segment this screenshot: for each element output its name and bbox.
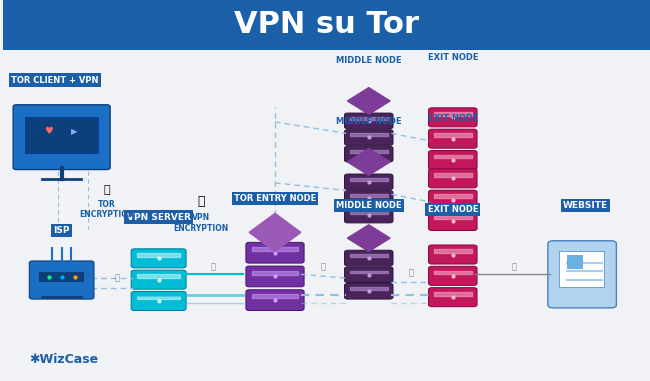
Text: 🔑: 🔑 xyxy=(512,262,517,271)
FancyBboxPatch shape xyxy=(246,242,304,263)
FancyBboxPatch shape xyxy=(39,272,84,282)
Text: 🔑: 🔑 xyxy=(321,262,326,271)
Text: 🔒: 🔒 xyxy=(197,195,204,208)
FancyBboxPatch shape xyxy=(344,113,393,129)
FancyBboxPatch shape xyxy=(428,108,477,127)
Text: MIDDLE NODE: MIDDLE NODE xyxy=(336,56,402,66)
Polygon shape xyxy=(347,149,390,175)
FancyBboxPatch shape xyxy=(131,291,186,311)
FancyBboxPatch shape xyxy=(560,251,604,287)
Text: TOR
ENCRYPTION: TOR ENCRYPTION xyxy=(79,200,135,219)
FancyBboxPatch shape xyxy=(29,261,94,299)
FancyBboxPatch shape xyxy=(344,146,393,162)
FancyBboxPatch shape xyxy=(344,250,393,266)
FancyBboxPatch shape xyxy=(428,211,477,231)
FancyBboxPatch shape xyxy=(428,245,477,264)
Text: 🔒: 🔒 xyxy=(103,186,111,195)
FancyBboxPatch shape xyxy=(246,290,304,311)
Text: 🔑: 🔑 xyxy=(408,268,413,277)
FancyBboxPatch shape xyxy=(567,255,584,269)
FancyBboxPatch shape xyxy=(131,270,186,289)
Text: VPN SERVER: VPN SERVER xyxy=(127,213,190,222)
Polygon shape xyxy=(347,225,390,251)
Text: MIDDLE NODE: MIDDLE NODE xyxy=(336,117,402,126)
FancyBboxPatch shape xyxy=(428,129,477,148)
Text: ISP: ISP xyxy=(53,226,70,235)
FancyBboxPatch shape xyxy=(3,0,650,50)
FancyBboxPatch shape xyxy=(25,117,99,153)
Polygon shape xyxy=(249,213,301,251)
Text: TOR ENTRY NODE: TOR ENTRY NODE xyxy=(234,194,316,203)
FancyBboxPatch shape xyxy=(13,105,110,170)
Text: 🔑: 🔑 xyxy=(114,274,119,283)
FancyBboxPatch shape xyxy=(428,150,477,170)
Text: ♥: ♥ xyxy=(44,126,53,136)
Text: VPN su Tor: VPN su Tor xyxy=(234,10,419,39)
FancyBboxPatch shape xyxy=(344,130,393,145)
FancyBboxPatch shape xyxy=(548,241,616,308)
FancyBboxPatch shape xyxy=(344,207,393,223)
FancyBboxPatch shape xyxy=(344,283,393,299)
Text: ✱WizCase: ✱WizCase xyxy=(29,353,98,366)
FancyBboxPatch shape xyxy=(246,266,304,287)
Polygon shape xyxy=(347,88,390,114)
FancyBboxPatch shape xyxy=(428,190,477,209)
FancyBboxPatch shape xyxy=(131,249,186,268)
FancyBboxPatch shape xyxy=(428,266,477,285)
Text: ▶: ▶ xyxy=(72,127,78,136)
Text: EXIT NODE: EXIT NODE xyxy=(428,53,478,62)
FancyBboxPatch shape xyxy=(344,267,393,282)
Text: 🔑: 🔑 xyxy=(211,262,216,271)
FancyBboxPatch shape xyxy=(428,288,477,307)
FancyBboxPatch shape xyxy=(428,169,477,188)
Text: EXIT NODE: EXIT NODE xyxy=(428,205,478,214)
Text: MIDDLE NODE: MIDDLE NODE xyxy=(336,201,402,210)
Text: TOR CLIENT + VPN: TOR CLIENT + VPN xyxy=(12,75,99,85)
Text: VPN
ENCRYPTION: VPN ENCRYPTION xyxy=(173,213,228,232)
Text: EXIT NODE: EXIT NODE xyxy=(428,114,478,123)
FancyBboxPatch shape xyxy=(344,190,393,206)
FancyBboxPatch shape xyxy=(344,174,393,190)
Text: WEBSITE: WEBSITE xyxy=(563,201,608,210)
